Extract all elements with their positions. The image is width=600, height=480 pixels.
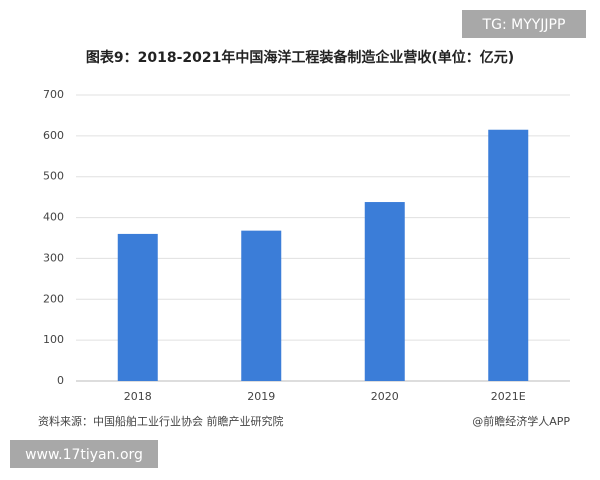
x-tick-label: 2018 xyxy=(124,390,152,403)
y-tick-label: 500 xyxy=(43,170,64,183)
y-tick-label: 600 xyxy=(43,129,64,142)
y-tick-label: 300 xyxy=(43,251,64,264)
bar xyxy=(117,233,158,381)
x-tick-label: 2019 xyxy=(247,390,275,403)
bar xyxy=(364,202,405,381)
x-tick-label: 2021E xyxy=(491,390,526,403)
y-tick-label: 400 xyxy=(43,211,64,224)
watermark: www.17tiyan.org xyxy=(25,447,143,463)
y-tick-label: 200 xyxy=(43,292,64,305)
chart-title: 图表9：2018-2021年中国海洋工程装备制造企业营收(单位：亿元) xyxy=(86,49,514,66)
y-tick-label: 700 xyxy=(43,88,64,101)
credit: @前瞻经济学人APP xyxy=(472,414,570,428)
x-tick-label: 2020 xyxy=(371,390,399,403)
y-tick-label: 100 xyxy=(43,333,64,346)
watermark: TG: MYYJJPP xyxy=(482,17,566,33)
watermark-box xyxy=(10,440,158,468)
bar xyxy=(241,230,282,381)
y-tick-label: 0 xyxy=(57,374,64,387)
source: 资料来源：中国船舶工业行业协会 前瞻产业研究院 xyxy=(38,414,284,428)
bar xyxy=(488,129,529,381)
watermark-box xyxy=(462,10,586,38)
